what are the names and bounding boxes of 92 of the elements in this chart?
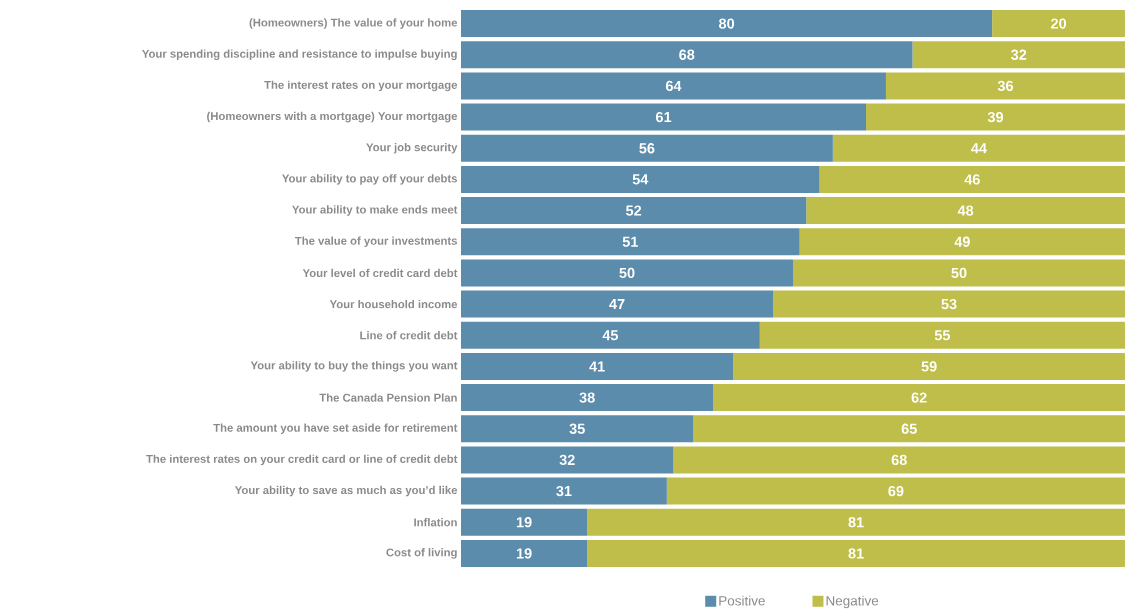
data-label: 53	[941, 298, 957, 310]
data-label: 35	[569, 423, 585, 434]
data-label: 51	[622, 236, 638, 247]
y-tick-label: The interest rates on your mortgage	[264, 80, 458, 92]
data-label: 32	[1011, 49, 1027, 60]
y-tick-label: Line of credit debt	[360, 331, 458, 340]
bar	[912, 41, 1125, 69]
y-tick-label: Your ability to pay off your debts	[282, 174, 457, 185]
data-label: 55	[934, 330, 951, 341]
data-label: 81	[848, 517, 864, 528]
y-tick-label: Inflation	[414, 518, 457, 527]
y-tick-label: Your ability to buy the things you want	[250, 361, 458, 372]
bar	[461, 41, 913, 69]
bar	[461, 321, 760, 349]
y-tick-label: Your job security	[366, 143, 458, 154]
bar	[587, 508, 1125, 536]
data-label: 69	[888, 485, 904, 497]
data-label: 68	[891, 454, 907, 466]
bar	[885, 72, 1125, 100]
bar	[461, 384, 714, 412]
y-tick-label: (Homeowners with a mortgage) Your mortgage	[207, 111, 458, 123]
data-label: 59	[921, 361, 937, 372]
y-tick-label: The value of your investments	[294, 236, 457, 248]
data-label: 50	[619, 267, 635, 279]
bar	[799, 228, 1125, 256]
data-label: 49	[954, 236, 970, 247]
bar	[461, 446, 674, 474]
bar	[461, 477, 667, 505]
data-label: 36	[997, 80, 1014, 92]
data-label: 19	[516, 548, 532, 559]
bar	[832, 134, 1125, 162]
data-label: 50	[951, 267, 967, 279]
data-label: 65	[901, 423, 917, 434]
data-label: 19	[516, 517, 532, 528]
y-tick-label: Your level of credit card debt	[302, 268, 458, 278]
data-label: 64	[665, 80, 682, 92]
bar	[673, 446, 1125, 474]
data-label: 31	[556, 485, 572, 497]
y-tick-label: Your household income	[329, 299, 458, 309]
bar	[819, 165, 1125, 193]
bar	[461, 165, 820, 193]
data-label: 20	[1051, 18, 1067, 29]
data-label: 62	[911, 392, 927, 403]
data-label: 80	[718, 18, 735, 29]
bar	[806, 197, 1125, 225]
y-tick-label: Your spending discipline and resistance to impulse buying	[142, 49, 457, 61]
bar	[461, 197, 807, 225]
y-tick-label: The interest rates on your credit card or line of credit debt	[146, 454, 458, 466]
y-tick-label: Your ability to save as much as you’d like	[234, 485, 458, 497]
bar	[461, 228, 800, 256]
bar	[713, 384, 1125, 412]
data-label: 48	[957, 205, 974, 216]
data-label: 39	[987, 111, 1004, 123]
data-label: 45	[602, 330, 619, 341]
legend-label: Negative	[826, 595, 879, 609]
data-label: 81	[848, 548, 864, 559]
data-label: 56	[639, 143, 655, 154]
bar	[461, 290, 774, 318]
data-label: 41	[589, 361, 605, 372]
bar	[733, 352, 1125, 380]
bar	[992, 10, 1125, 38]
bar	[666, 477, 1125, 505]
legend-label: Positive	[719, 595, 765, 606]
y-tick-label: (Homeowners) The value of your home	[249, 18, 458, 29]
bar	[759, 321, 1125, 349]
bar	[461, 134, 833, 162]
y-tick-label: Your ability to make ends meet	[292, 205, 458, 216]
data-label: 44	[971, 143, 987, 154]
bar	[587, 539, 1125, 567]
bar	[461, 259, 793, 287]
data-label: 47	[609, 299, 625, 310]
data-label: 38	[579, 392, 595, 403]
bar	[792, 259, 1125, 287]
bar	[461, 10, 993, 38]
bar	[461, 72, 886, 100]
bar	[773, 290, 1125, 318]
data-label: 61	[655, 111, 672, 123]
bar	[461, 415, 694, 443]
data-label: 68	[679, 49, 695, 60]
bar	[461, 352, 734, 380]
y-tick-label: Cost of living	[386, 548, 457, 559]
data-label: 52	[626, 205, 642, 216]
data-label: 54	[632, 174, 649, 185]
y-tick-label: The Canada Pension Plan	[319, 393, 457, 402]
data-label: 32	[559, 454, 575, 466]
bar	[461, 508, 588, 536]
bar	[866, 103, 1125, 131]
data-label: 46	[964, 174, 980, 185]
bar	[461, 539, 588, 567]
bar	[461, 103, 867, 131]
bar	[693, 415, 1125, 443]
y-tick-label: The amount you have set aside for retirement	[213, 423, 458, 435]
